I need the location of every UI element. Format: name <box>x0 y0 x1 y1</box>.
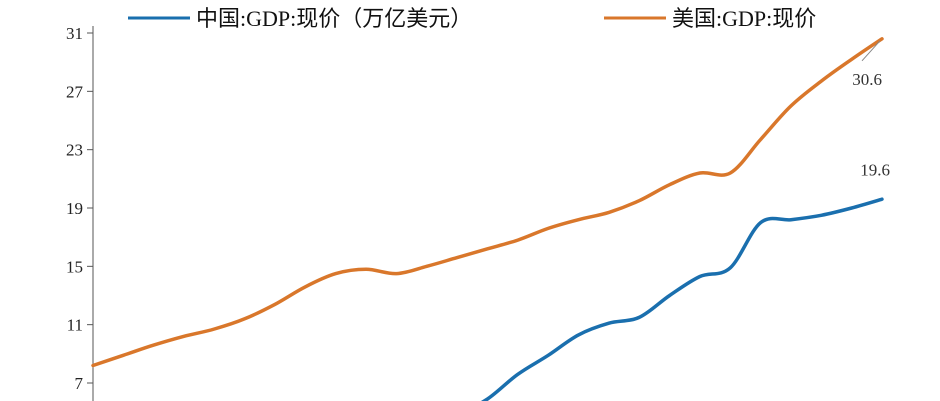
y-tick-label: 27 <box>66 82 84 101</box>
legend: 中国:GDP:现价（万亿美元） 美国:GDP:现价 <box>128 6 816 31</box>
series-lines <box>91 37 884 401</box>
y-tick-label: 31 <box>66 24 83 43</box>
leader-line-usa <box>861 40 881 62</box>
y-tick-label: 23 <box>66 141 83 160</box>
legend-label-china: 中国:GDP:现价（万亿美元） <box>196 6 472 31</box>
series-line-usa <box>91 37 884 368</box>
series-line-china <box>480 197 884 401</box>
y-tick-label: 11 <box>67 316 83 335</box>
y-tick-label: 15 <box>66 257 83 276</box>
data-label-china-last: 19.6 <box>860 160 890 179</box>
y-tick-label: 19 <box>66 199 83 218</box>
y-axis-ticks: 7 11 15 19 23 27 31 <box>66 24 93 393</box>
y-tick-label: 7 <box>75 374 84 393</box>
data-labels: 19.6 30.6 <box>852 40 890 179</box>
data-label-usa-last: 30.6 <box>852 70 882 89</box>
legend-label-usa: 美国:GDP:现价 <box>672 6 816 31</box>
